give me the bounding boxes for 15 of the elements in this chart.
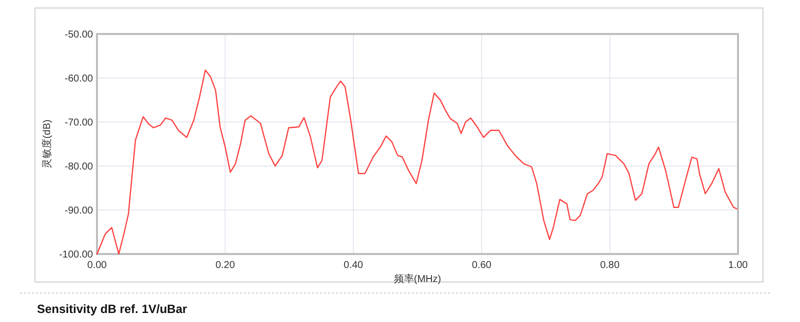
x-tick-label: 0.20 <box>215 260 236 271</box>
y-tick-label: -100.00 <box>59 250 94 260</box>
x-tick-label: 1.00 <box>728 260 748 271</box>
y-tick-label: -60.00 <box>64 74 94 84</box>
y-axis-title: 灵敏度(dB) <box>41 120 53 168</box>
y-tick-label: -50.00 <box>64 30 94 40</box>
y-tick-label: -70.00 <box>64 118 94 128</box>
x-tick-label: 0.00 <box>87 260 108 271</box>
x-axis-title: 频率(MHz) <box>394 273 442 285</box>
y-tick-label: -90.00 <box>64 206 94 216</box>
text: Sensitivity dB ref. 1V/uBar <box>37 302 188 316</box>
x-tick-label: 0.40 <box>344 260 364 271</box>
x-tick-label: 0.80 <box>600 260 620 271</box>
y-tick-label: -80.00 <box>64 162 94 172</box>
x-tick-label: 0.60 <box>472 260 492 271</box>
